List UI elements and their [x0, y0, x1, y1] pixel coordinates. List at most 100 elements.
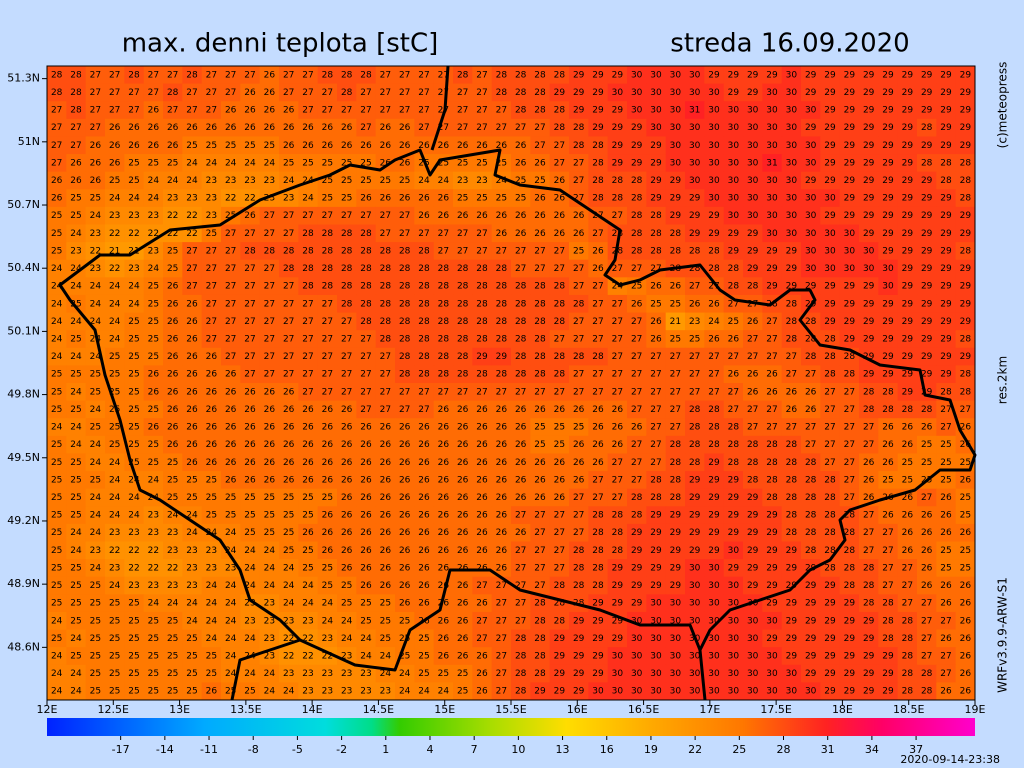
temperature-cell: [723, 83, 744, 102]
temperature-value: 28: [650, 229, 662, 239]
temperature-value: 29: [960, 141, 972, 151]
temperature-value: 24: [264, 563, 276, 573]
temperature-value: 24: [206, 581, 218, 591]
temperature-value: 25: [148, 669, 159, 679]
temperature-value: 30: [689, 599, 701, 609]
temperature-cell: [646, 118, 667, 137]
temperature-value: 29: [631, 599, 643, 609]
temperature-value: 28: [360, 246, 372, 256]
temperature-cell: [530, 206, 551, 225]
temperature-value: 27: [244, 282, 255, 292]
temperature-value: 25: [728, 317, 739, 327]
temperature-value: 25: [70, 334, 81, 344]
temperature-value: 29: [960, 211, 972, 221]
temperature-value: 25: [341, 194, 352, 204]
temperature-cell: [897, 242, 918, 261]
temperature-value: 23: [90, 229, 101, 239]
temperature-cell: [259, 171, 280, 190]
temperature-cell: [472, 154, 493, 173]
temperature-value: 27: [650, 352, 661, 362]
temperature-cell: [472, 312, 493, 331]
temperature-value: 26: [322, 440, 334, 450]
temperature-cell: [607, 118, 628, 137]
temperature-value: 28: [51, 70, 63, 80]
temperature-value: 23: [109, 563, 120, 573]
temperature-value: 27: [515, 599, 526, 609]
temperature-value: 25: [186, 687, 197, 697]
temperature-value: 30: [708, 123, 720, 133]
title: max. denni teplota [stC]: [122, 29, 439, 59]
temperature-value: 24: [51, 687, 63, 697]
temperature-value: 29: [592, 651, 604, 661]
temperature-value: 27: [167, 70, 178, 80]
temperature-value: 28: [554, 616, 566, 626]
temperature-cell: [781, 347, 802, 366]
temperature-value: 30: [728, 687, 740, 697]
temperature-cell: [704, 312, 725, 331]
temperature-cell: [317, 277, 338, 296]
temperature-value: 28: [670, 493, 682, 503]
temperature-value: 26: [399, 458, 411, 468]
temperature-value: 25: [882, 475, 893, 485]
temperature-value: 29: [766, 563, 778, 573]
temperature-value: 26: [515, 528, 527, 538]
temperature-value: 29: [940, 141, 952, 151]
temperature-value: 25: [418, 669, 429, 679]
temperature-cell: [801, 171, 821, 190]
temperature-value: 28: [573, 546, 585, 556]
temperature-value: 29: [631, 528, 643, 538]
colorbar-tick-label: 4: [426, 743, 433, 756]
temperature-cell: [897, 101, 918, 120]
temperature-value: 25: [148, 405, 159, 415]
temperature-value: 26: [457, 440, 469, 450]
temperature-cell: [240, 294, 261, 314]
temperature-value: 27: [496, 634, 507, 644]
temperature-value: 26: [264, 88, 276, 98]
temperature-value: 27: [51, 158, 62, 168]
temperature-value: 29: [940, 229, 952, 239]
temperature-cell: [897, 206, 918, 225]
temperature-value: 26: [380, 141, 392, 151]
temperature-value: 27: [341, 317, 352, 327]
temperature-value: 28: [70, 70, 82, 80]
temperature-value: 28: [515, 651, 527, 661]
temperature-value: 26: [902, 528, 914, 538]
temperature-value: 26: [380, 528, 392, 538]
temperature-cell: [569, 347, 589, 366]
temperature-cell: [182, 294, 203, 314]
temperature-value: 29: [573, 687, 585, 697]
temperature-cell: [569, 259, 589, 278]
temperature-value: 29: [940, 211, 952, 221]
temperature-value: 28: [515, 669, 527, 679]
temperature-value: 29: [882, 158, 894, 168]
temperature-cell: [646, 242, 667, 261]
temperature-cell: [917, 277, 937, 296]
temperature-value: 26: [186, 440, 198, 450]
temperature-value: 27: [128, 106, 139, 116]
temperature-value: 26: [109, 123, 121, 133]
temperature-cell: [588, 136, 609, 155]
temperature-value: 26: [360, 563, 372, 573]
temperature-value: 24: [51, 651, 63, 661]
temperature-value: 28: [476, 264, 488, 274]
temperature-value: 28: [592, 511, 604, 521]
temperature-cell: [240, 118, 261, 137]
temperature-cell: [897, 224, 918, 243]
temperature-value: 27: [766, 317, 777, 327]
temperature-cell: [201, 294, 222, 314]
temperature-cell: [47, 330, 67, 349]
temperature-value: 28: [786, 493, 798, 503]
temperature-cell: [801, 259, 821, 278]
temperature-value: 27: [225, 229, 236, 239]
temperature-cell: [723, 312, 744, 331]
temperature-value: 29: [824, 651, 836, 661]
temperature-cell: [453, 259, 473, 278]
temperature-value: 25: [148, 282, 159, 292]
temperature-cell: [279, 118, 299, 137]
temperature-value: 25: [264, 493, 275, 503]
temperature-value: 24: [109, 511, 121, 521]
temperature-value: 30: [766, 229, 778, 239]
temperature-cell: [588, 189, 609, 208]
temperature-cell: [337, 189, 357, 208]
temperature-cell: [375, 118, 396, 137]
